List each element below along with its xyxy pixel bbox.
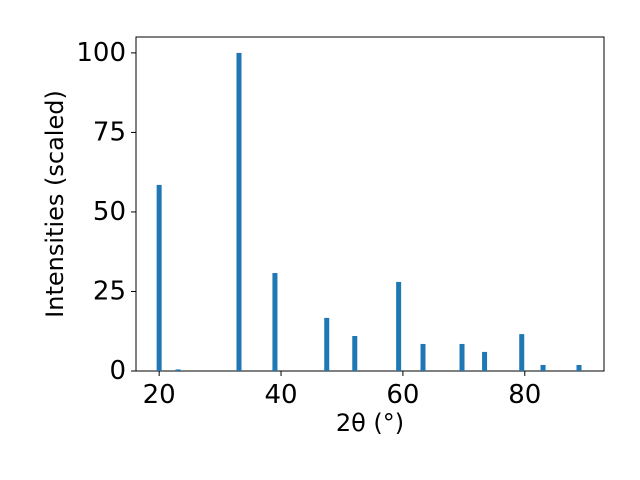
bar bbox=[272, 273, 278, 371]
y-tick-label: 75 bbox=[93, 117, 126, 147]
y-tick-label: 50 bbox=[93, 197, 126, 227]
bar bbox=[576, 364, 582, 371]
bar bbox=[175, 369, 181, 371]
bar bbox=[482, 351, 488, 371]
y-tick-label: 25 bbox=[93, 276, 126, 306]
bar bbox=[156, 184, 162, 371]
bar bbox=[420, 343, 426, 371]
x-tick-label: 80 bbox=[508, 380, 541, 410]
bar bbox=[236, 52, 242, 372]
bar bbox=[519, 334, 525, 371]
y-tick-label: 100 bbox=[76, 38, 126, 68]
x-tick-label: 40 bbox=[264, 380, 297, 410]
bar bbox=[540, 364, 546, 371]
x-tick-label: 20 bbox=[143, 380, 176, 410]
x-tick-label: 60 bbox=[386, 380, 419, 410]
bar bbox=[396, 281, 402, 371]
bar bbox=[324, 317, 330, 371]
x-axis-label: 2θ (°) bbox=[336, 409, 404, 437]
plot-frame bbox=[135, 36, 605, 372]
y-tick-label: 0 bbox=[109, 356, 126, 386]
y-axis-label: Intensities (scaled) bbox=[41, 90, 69, 318]
bar bbox=[352, 336, 358, 371]
bar bbox=[459, 343, 465, 371]
